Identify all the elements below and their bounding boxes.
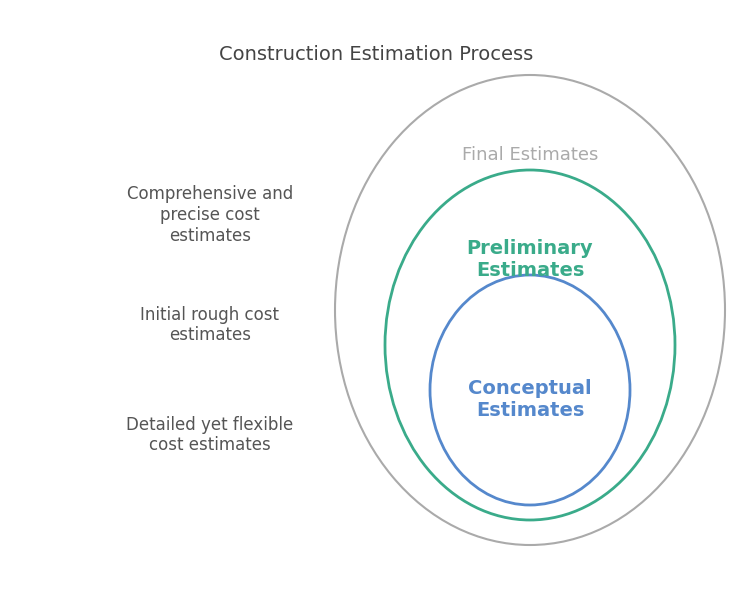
Text: Comprehensive and
precise cost
estimates: Comprehensive and precise cost estimates xyxy=(127,185,293,245)
Text: Detailed yet flexible
cost estimates: Detailed yet flexible cost estimates xyxy=(127,415,294,455)
Text: Preliminary
Estimates: Preliminary Estimates xyxy=(467,239,593,280)
Text: Initial rough cost
estimates: Initial rough cost estimates xyxy=(141,306,279,344)
Text: Construction Estimation Process: Construction Estimation Process xyxy=(219,45,534,65)
Text: Conceptual
Estimates: Conceptual Estimates xyxy=(468,379,592,420)
Text: Final Estimates: Final Estimates xyxy=(462,146,598,164)
